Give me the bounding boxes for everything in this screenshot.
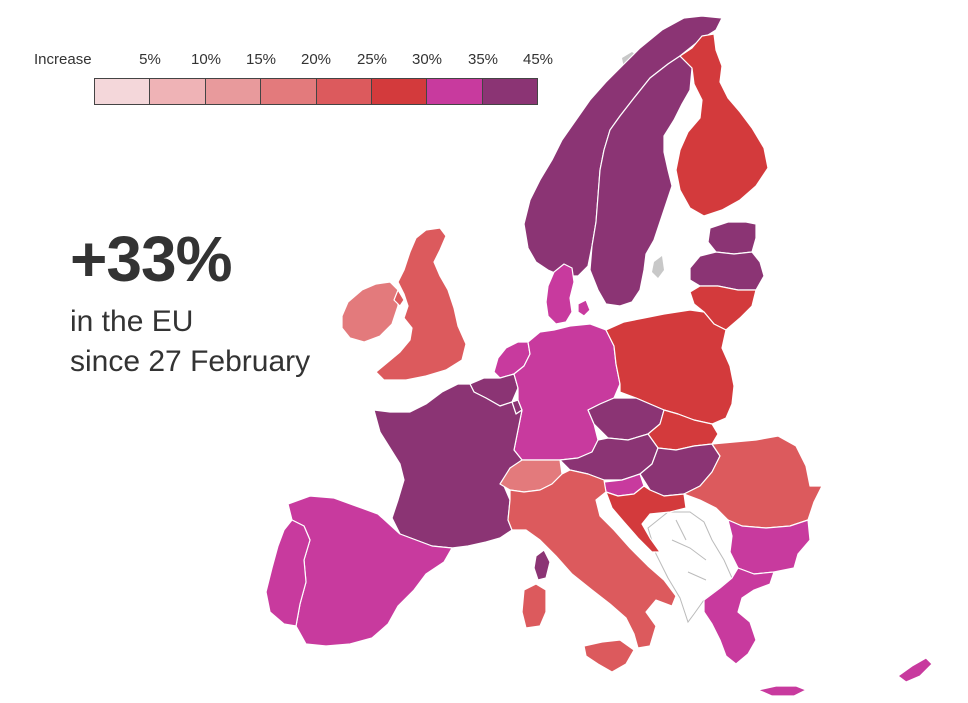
eu-increase-value: +33% — [70, 223, 232, 295]
non-eu-island — [652, 256, 664, 278]
legend-swatch — [482, 79, 537, 104]
legend-tick: 10% — [190, 51, 222, 68]
country-greece — [703, 567, 775, 665]
legend-tick: 25% — [356, 51, 388, 68]
country-poland — [605, 309, 735, 425]
country-corsica — [533, 549, 551, 581]
country-denmark — [545, 263, 591, 325]
legend-swatch — [316, 79, 372, 104]
legend-swatch — [150, 79, 206, 104]
country-ireland — [341, 281, 399, 343]
country-italy — [507, 469, 677, 649]
country-france — [373, 383, 523, 549]
legend-swatch — [95, 79, 151, 104]
country-latvia — [689, 251, 765, 291]
country-crete — [757, 685, 807, 697]
legend-swatch — [371, 79, 428, 104]
legend-tick: 15% — [245, 51, 277, 68]
country-croatia — [605, 485, 687, 553]
legend-tick: 5% — [139, 51, 161, 68]
legend-swatch — [261, 79, 317, 104]
country-cyprus — [897, 657, 933, 683]
western-balkans-border — [671, 519, 707, 581]
legend-swatch — [205, 79, 262, 104]
country-portugal — [265, 519, 311, 627]
country-sicily — [583, 639, 635, 673]
legend-tick: 45% — [522, 51, 554, 68]
legend-tick: 20% — [300, 51, 332, 68]
map-legend: Increase 5% 10% 15% 20% 25% 30% 35% 45% — [0, 0, 968, 120]
country-sardinia — [521, 583, 547, 629]
country-sweden — [589, 55, 693, 307]
country-united-kingdom — [375, 227, 467, 381]
country-lithuania — [689, 285, 757, 331]
legend-tick: 30% — [411, 51, 443, 68]
country-finland — [675, 33, 769, 217]
headline-subtitle-1: in the EU — [70, 305, 194, 338]
country-estonia — [707, 221, 757, 255]
country-bulgaria — [727, 519, 811, 575]
legend-color-scale — [94, 78, 538, 105]
legend-title: Increase — [34, 51, 92, 68]
country-norway — [523, 15, 723, 277]
legend-tick: 35% — [467, 51, 499, 68]
headline-subtitle-2: since 27 February — [70, 345, 311, 378]
legend-swatch — [427, 79, 483, 104]
